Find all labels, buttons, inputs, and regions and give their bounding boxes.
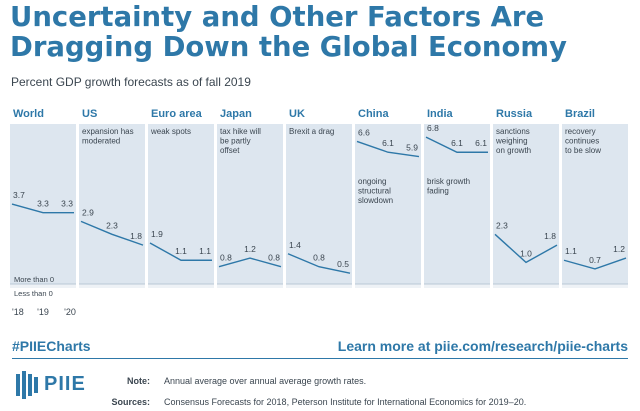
data-label: 3.7 — [13, 190, 25, 200]
panel-background — [10, 124, 76, 284]
note-label: Note: — [127, 376, 150, 386]
panel-negative-area — [148, 284, 214, 288]
panel-negative-area — [286, 284, 352, 288]
data-label: 0.8 — [313, 253, 325, 263]
data-label: 1.1 — [199, 246, 211, 256]
piie-logo-icon — [16, 371, 38, 399]
panel-annotation: weighing — [495, 137, 528, 146]
panel-title: US — [82, 108, 97, 120]
panel-title: China — [358, 108, 389, 120]
x-tick-label: '19 — [37, 307, 49, 317]
data-label: 3.3 — [61, 199, 73, 209]
panel-negative-area — [493, 284, 559, 288]
panel-title: UK — [289, 108, 305, 120]
hashtag: #PIIECharts — [12, 338, 91, 354]
x-tick-label: '20 — [64, 307, 76, 317]
panel-annotation: Brexit a drag — [289, 127, 334, 136]
panel-annotation: moderated — [82, 137, 120, 146]
zero-label-above: More than 0 — [14, 275, 54, 284]
data-label: 6.6 — [358, 127, 370, 137]
zero-label-below: Less than 0 — [14, 289, 53, 298]
panel-annotation: tax hike will — [220, 127, 261, 136]
note-text: Annual average over annual average growt… — [164, 376, 367, 386]
data-label: 1.1 — [175, 246, 187, 256]
panel-background — [424, 124, 490, 284]
series-line — [287, 253, 351, 274]
learn-more-link[interactable]: Learn more at piie.com/research/piie-cha… — [337, 338, 628, 354]
data-label: 1.8 — [130, 231, 142, 241]
panel-annotation: offset — [220, 146, 240, 155]
panel-background — [79, 124, 145, 284]
data-label: 0.5 — [337, 259, 349, 269]
panel-background — [493, 124, 559, 284]
data-label: 2.3 — [106, 220, 118, 230]
panel-annotation: be partly — [220, 137, 251, 146]
panel-negative-area — [355, 284, 421, 288]
panel-negative-area — [10, 284, 76, 288]
panel-annotation: ongoing — [358, 177, 386, 186]
series-line — [218, 257, 282, 268]
data-label: 6.1 — [451, 138, 463, 148]
chart-title: Uncertainty and Other Factors Are Draggi… — [10, 1, 567, 63]
data-label: 6.8 — [427, 123, 439, 133]
data-label: 1.2 — [244, 244, 256, 254]
panel-negative-area — [424, 284, 490, 288]
panel-title: Russia — [496, 108, 533, 120]
panel-negative-area — [562, 284, 628, 288]
x-tick-label: '18 — [12, 307, 24, 317]
panel-annotation: expansion has — [82, 127, 134, 136]
data-label: 6.1 — [475, 138, 487, 148]
data-label: 1.1 — [565, 246, 577, 256]
data-label: 0.8 — [220, 253, 232, 263]
series-line — [494, 233, 558, 264]
data-label: 1.0 — [520, 248, 532, 258]
panel-annotation: slowdown — [358, 196, 393, 205]
data-label: 0.7 — [589, 255, 601, 265]
panel-annotation: recovery — [565, 127, 596, 136]
data-label: 3.3 — [37, 199, 49, 209]
panel-negative-area — [217, 284, 283, 288]
data-label: 1.2 — [613, 244, 625, 254]
data-label: 1.8 — [544, 231, 556, 241]
panel-annotation: structural — [358, 187, 391, 196]
panel-title: Euro area — [151, 108, 203, 120]
series-line — [563, 257, 627, 270]
logo-wordmark: PIIE — [44, 373, 86, 395]
panel-background — [148, 124, 214, 284]
panel-background — [217, 124, 283, 284]
data-label: 6.1 — [382, 138, 394, 148]
footer-divider — [12, 358, 628, 359]
panel-annotation: sanctions — [496, 127, 530, 136]
panel-annotation: on growth — [496, 146, 531, 155]
panel-annotation: weak spots — [150, 127, 191, 136]
panel-title: India — [427, 108, 454, 120]
sources-label: Sources: — [111, 397, 150, 407]
panel-negative-area — [79, 284, 145, 288]
panel-title: World — [13, 108, 44, 120]
series-line — [356, 140, 420, 158]
chart-subtitle: Percent GDP growth forecasts as of fall … — [11, 75, 251, 89]
data-label: 2.3 — [496, 220, 508, 230]
panel-title: Japan — [220, 108, 252, 120]
panel-background — [355, 124, 421, 284]
data-label: 0.8 — [268, 253, 280, 263]
panel-annotation: continues — [565, 137, 599, 146]
data-label: 5.9 — [406, 143, 418, 153]
panel-background — [562, 124, 628, 284]
panel-annotation: fading — [427, 187, 449, 196]
panel-annotation: brisk growth — [427, 177, 470, 186]
panel-annotation: to be slow — [565, 146, 601, 155]
series-line — [149, 242, 212, 261]
data-label: 1.4 — [289, 240, 301, 250]
data-label: 1.9 — [151, 229, 163, 239]
data-label: 2.9 — [82, 207, 94, 217]
series-line — [11, 203, 74, 214]
sources-text: Consensus Forecasts for 2018, Peterson I… — [164, 397, 527, 407]
panel-title: Brazil — [565, 108, 595, 120]
series-line — [425, 136, 488, 153]
series-line — [80, 220, 144, 246]
